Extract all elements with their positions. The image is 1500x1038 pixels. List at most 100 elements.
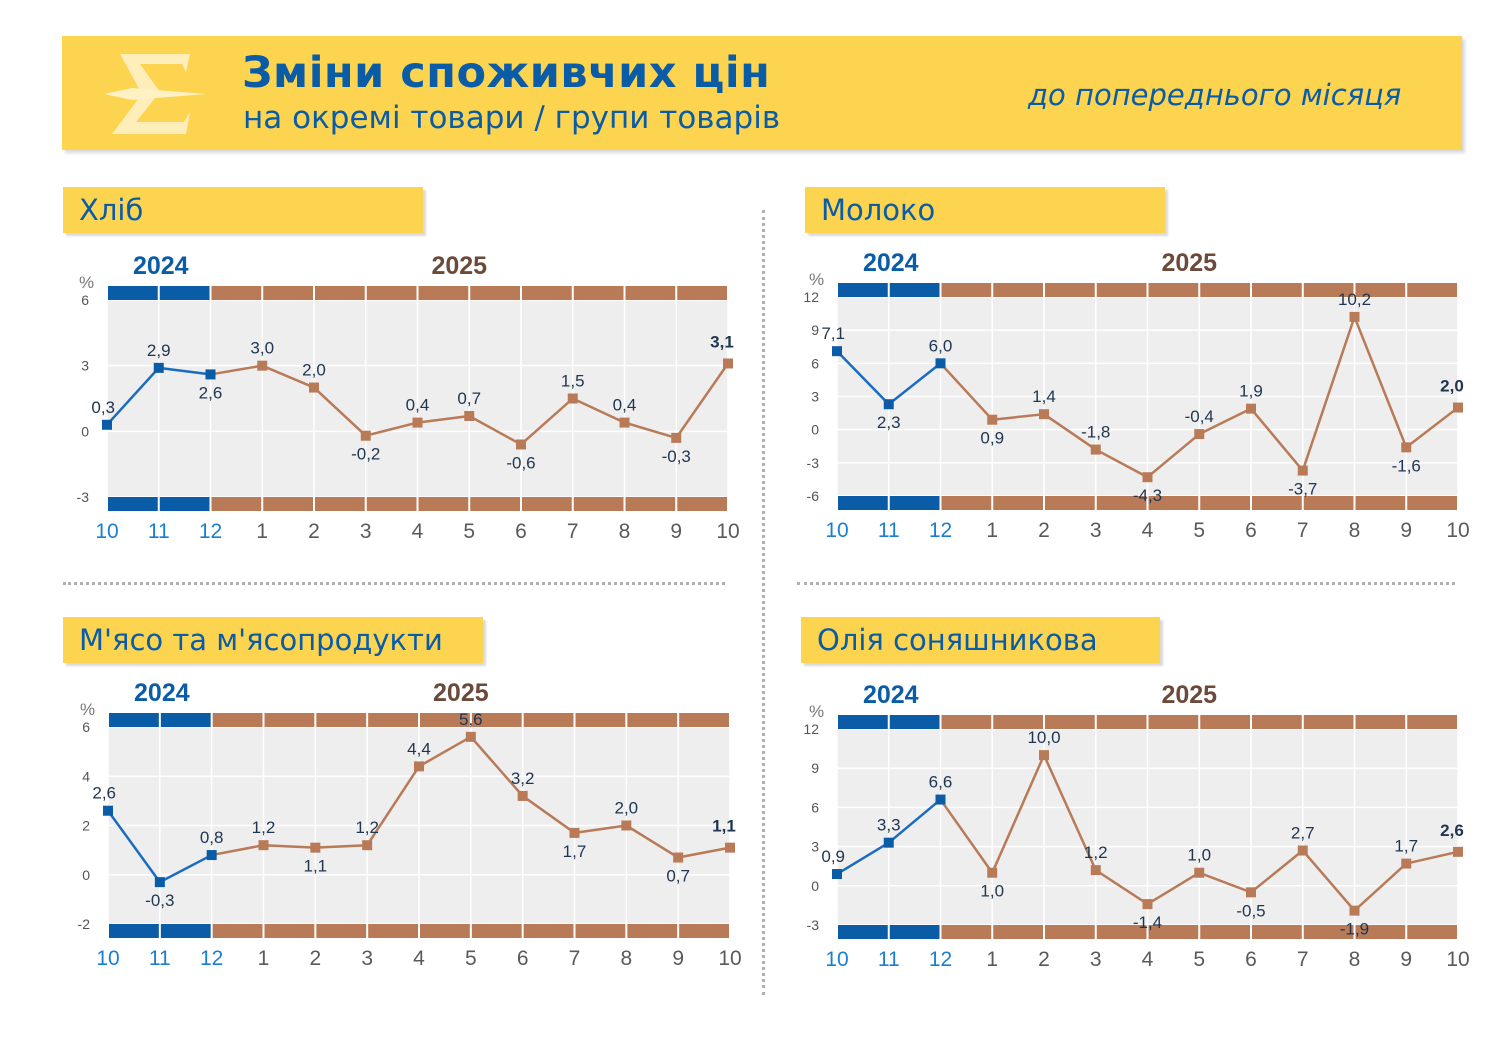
year-band-bottom-segment <box>1200 496 1250 510</box>
data-point <box>102 419 112 430</box>
x-tick-label: 6 <box>517 947 529 970</box>
data-point <box>935 358 946 369</box>
y-tick-label: -3 <box>807 917 820 933</box>
year-label-2025: 2025 <box>1161 681 1217 709</box>
data-label: 0,8 <box>200 828 224 847</box>
data-point <box>1349 905 1360 916</box>
year-band-top-segment <box>1148 715 1199 729</box>
data-point <box>671 432 682 443</box>
year-band-bottom-segment <box>889 925 940 939</box>
data-label: 3,2 <box>511 769 535 788</box>
data-point <box>723 358 733 369</box>
series-line-segment <box>1353 862 1408 912</box>
x-tick-label: 1 <box>256 520 268 543</box>
y-unit-label: % <box>809 702 824 721</box>
x-tick-label: 8 <box>619 520 631 543</box>
data-point <box>1090 444 1101 455</box>
year-band-top-segment <box>522 286 572 300</box>
data-point <box>987 414 998 425</box>
data-point <box>1142 899 1153 910</box>
year-band-top-segment <box>573 286 624 300</box>
series-line-segment <box>211 843 264 857</box>
data-label: 3,0 <box>250 339 274 358</box>
year-band-top-segment <box>471 713 522 727</box>
year-band-top-segment <box>263 286 313 300</box>
x-tick-label: 3 <box>1090 519 1102 542</box>
data-point <box>567 393 578 404</box>
data-point <box>1349 311 1360 322</box>
data-label: 10,2 <box>1338 290 1371 309</box>
series-line-segment <box>1198 871 1252 894</box>
series-line-segment <box>836 841 890 876</box>
year-band-top-segment <box>211 286 262 300</box>
data-label: 0,7 <box>457 389 481 408</box>
data-point <box>154 877 165 888</box>
series-line-segment <box>939 798 994 874</box>
year-band-top-segment <box>1407 283 1457 297</box>
panel-title-milk: Молоко <box>805 187 1165 233</box>
data-point <box>1090 865 1101 876</box>
series-line-segment <box>158 366 211 376</box>
data-label: -0,2 <box>351 445 380 464</box>
data-label: 10,0 <box>1027 728 1060 747</box>
x-tick-label: 7 <box>1297 948 1309 971</box>
y-tick-label: 0 <box>82 867 90 883</box>
year-band-bottom-segment <box>838 925 888 939</box>
x-tick-label: 11 <box>878 519 900 542</box>
x-tick-label: 7 <box>1297 519 1309 542</box>
x-tick-label: 8 <box>620 947 632 970</box>
series-line-segment <box>315 843 368 849</box>
data-point <box>987 867 998 878</box>
data-point <box>621 820 632 831</box>
year-band-bottom-segment <box>523 924 574 938</box>
x-tick-label: 3 <box>1090 948 1102 971</box>
data-label: 1,1 <box>712 817 736 836</box>
data-label: -4,3 <box>1133 486 1162 505</box>
series-line-segment <box>417 414 470 424</box>
data-point <box>309 382 319 393</box>
series-line-segment <box>574 824 627 835</box>
data-point <box>516 439 526 450</box>
y-tick-label: 0 <box>811 422 819 438</box>
year-band-top-segment <box>1355 283 1406 297</box>
data-label: 2,0 <box>302 361 326 380</box>
y-tick-label: 6 <box>82 719 90 735</box>
year-band-top-segment <box>1200 283 1250 297</box>
year-band-bottom-segment <box>315 497 365 511</box>
data-label: -1,9 <box>1340 920 1369 939</box>
year-band-bottom-segment <box>108 497 158 511</box>
year-band-bottom-segment <box>625 497 676 511</box>
x-tick-label: 10 <box>825 948 848 971</box>
data-point <box>1039 750 1049 761</box>
y-tick-label: -3 <box>807 455 820 471</box>
data-point <box>619 417 630 428</box>
x-tick-label: 6 <box>1245 519 1257 542</box>
year-band-bottom-segment <box>1200 925 1250 939</box>
data-label: 4,4 <box>407 739 431 758</box>
x-tick-label: 6 <box>515 520 527 543</box>
series-line-segment <box>1198 407 1252 436</box>
year-band-top-segment <box>366 286 417 300</box>
year-band-bottom-segment <box>263 497 313 511</box>
y-tick-label: 3 <box>81 358 89 374</box>
data-label: 0,3 <box>91 398 115 417</box>
series-line-segment <box>261 364 315 389</box>
panel-title-meat: М'ясо та м'ясопродукти <box>63 617 483 663</box>
year-band-top-segment <box>160 713 211 727</box>
year-band-top-segment <box>159 286 210 300</box>
data-point <box>883 837 894 848</box>
x-tick-label: 11 <box>148 520 170 543</box>
year-band-top-segment <box>941 715 992 729</box>
data-label: -0,5 <box>1236 901 1265 920</box>
data-label: 0,9 <box>821 847 845 866</box>
y-tick-label: 12 <box>803 721 819 737</box>
y-tick-label: 4 <box>82 768 90 784</box>
data-label: 1,2 <box>252 818 276 837</box>
year-band-bottom-segment <box>212 924 263 938</box>
x-tick-label: 9 <box>670 520 682 543</box>
year-band-bottom-segment <box>471 924 522 938</box>
year-band-bottom-segment <box>1252 496 1302 510</box>
data-label: 1,7 <box>1394 837 1418 856</box>
series-line-segment <box>1250 849 1304 894</box>
data-point <box>206 850 217 861</box>
